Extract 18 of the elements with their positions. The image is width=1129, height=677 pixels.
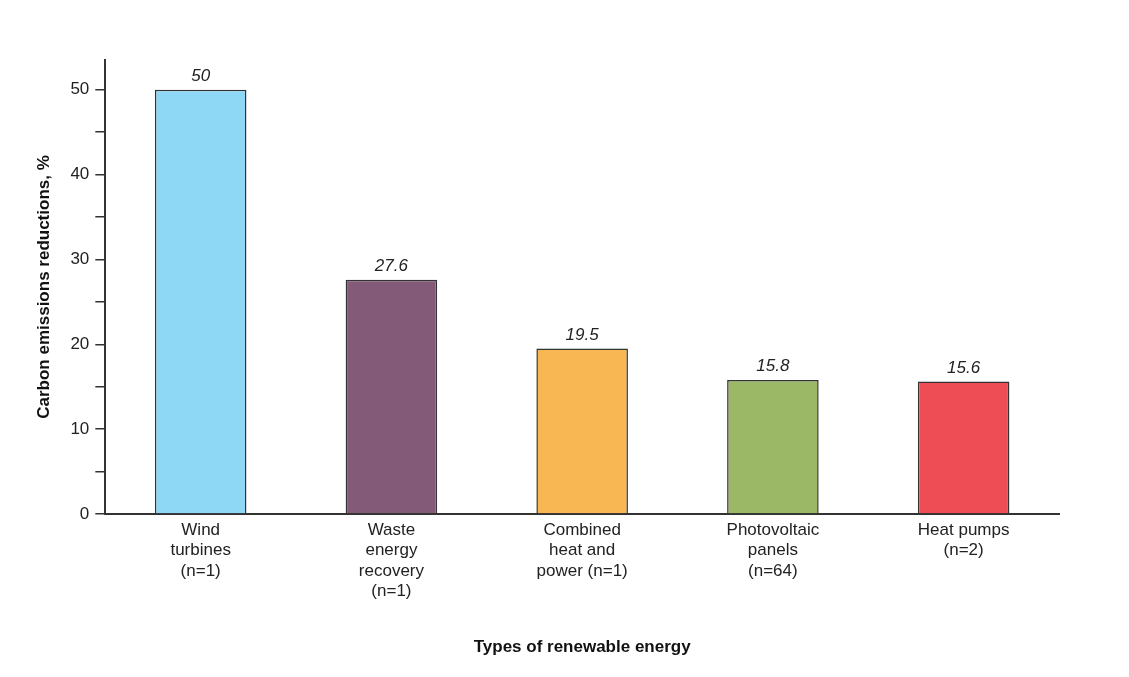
y-tick-label: 30 xyxy=(70,249,90,269)
data-label: 19.5 xyxy=(565,324,600,344)
y-tick-label: 10 xyxy=(70,418,90,438)
data-label: 50 xyxy=(191,65,211,85)
y-tick-label: 40 xyxy=(70,164,90,184)
x-tick-label: Waste energy recovery (n=1) xyxy=(358,519,425,601)
data-label: 15.6 xyxy=(947,357,981,377)
y-tick-label: 50 xyxy=(70,79,90,99)
y-tick-label: 0 xyxy=(79,503,90,523)
y-axis-title: Carbon emissions reductions, % xyxy=(33,155,53,419)
data-label: 27.6 xyxy=(373,256,409,276)
data-label: 15.8 xyxy=(756,356,790,376)
x-tick-label: Photovoltaic panels (n=64) xyxy=(726,519,820,580)
x-tick-label: Heat pumps (n=2) xyxy=(917,519,1010,560)
x-axis-title: Types of renewable energy xyxy=(473,637,692,657)
y-tick-label: 20 xyxy=(70,333,90,353)
x-tick-label: Wind turbines (n=1) xyxy=(170,519,231,580)
x-tick-label: Combined heat and power (n=1) xyxy=(536,519,628,580)
